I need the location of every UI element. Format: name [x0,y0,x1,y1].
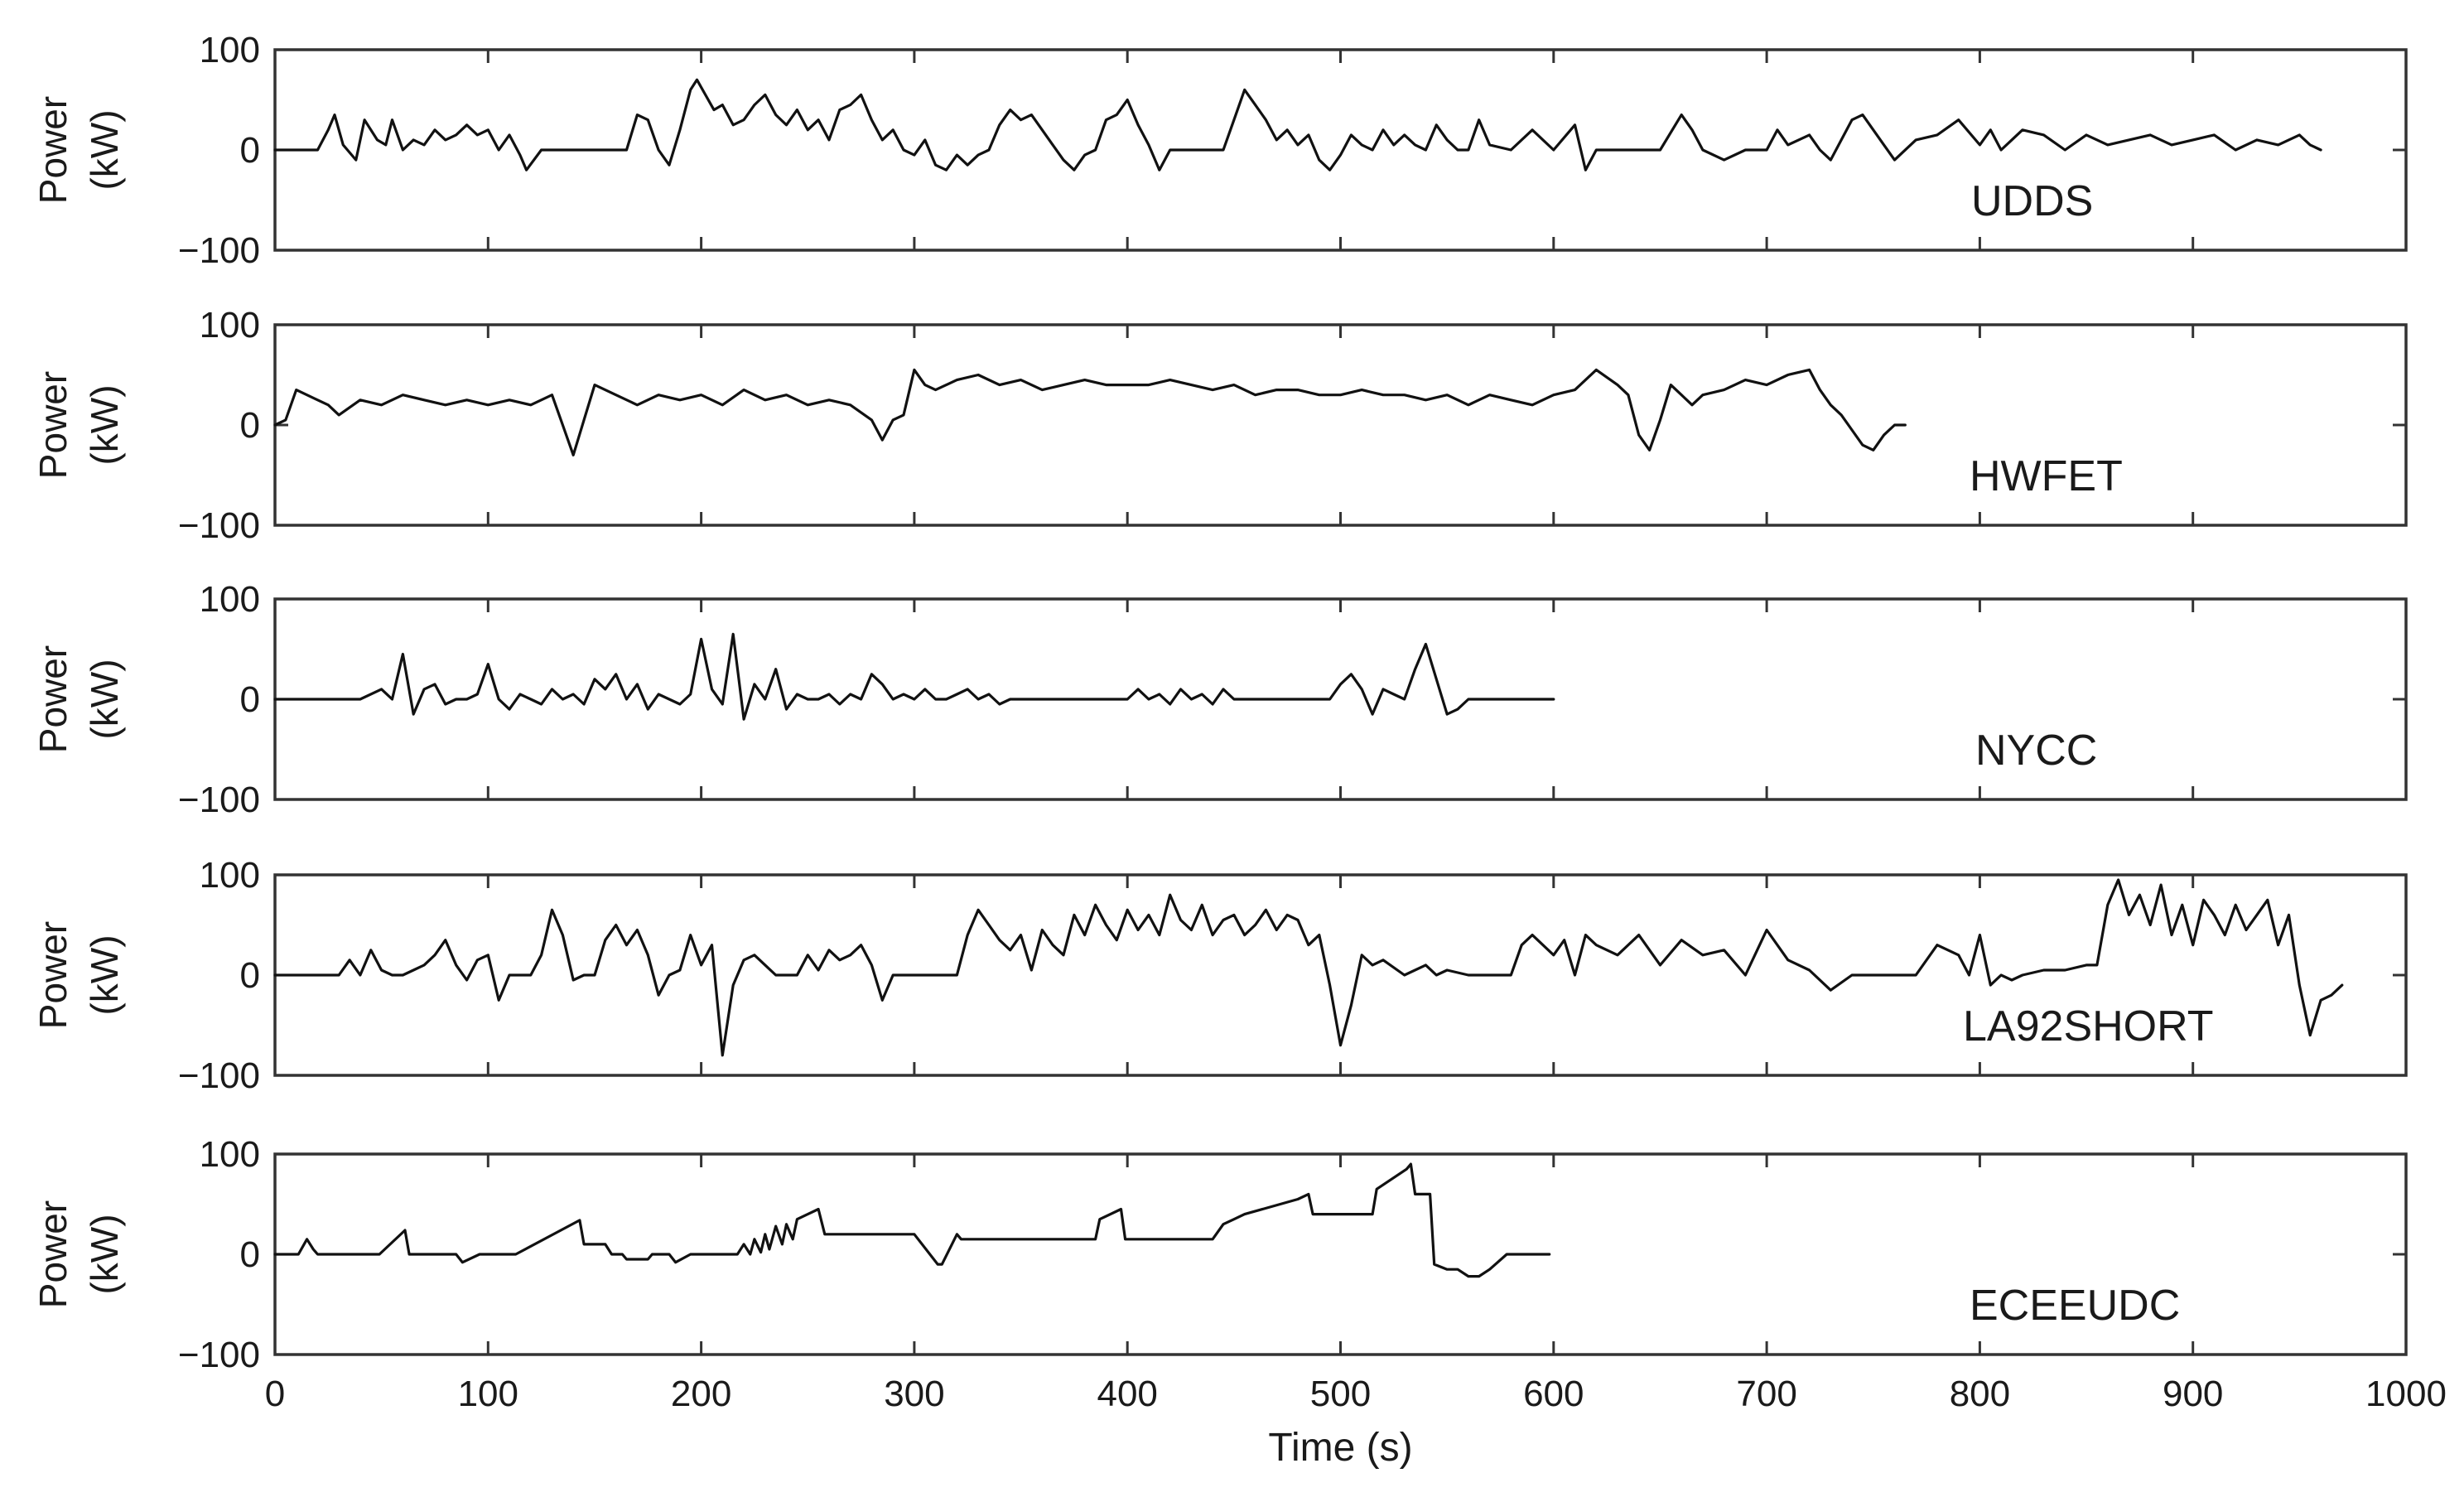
y-tick-label: 0 [240,130,260,171]
y-axis-label: Power [31,371,75,479]
x-tick-label: 900 [2163,1374,2223,1414]
series-line-eceeudc [273,1162,1551,1278]
x-tick-label: 300 [884,1374,944,1414]
panel-label: HWFET [1970,452,2123,500]
y-tick-label: 0 [240,679,260,720]
panel-label: LA92SHORT [1963,1002,2214,1050]
x-tick-label: 600 [1523,1374,1584,1414]
panel-eceeudc: −100 0 100 Power (kW) ECEEUDC [31,1134,2408,1375]
panel-la92short: −100 0 100 Power (kW) LA92SHORT [31,855,2408,1096]
y-tick-label: −100 [178,780,260,820]
x-tick-label: 400 [1097,1374,1157,1414]
panel-label: NYCC [1975,727,2097,775]
x-tick-label: 500 [1310,1374,1371,1414]
panel-nycc: −100 0 100 Power (kW) NYCC [31,579,2408,820]
x-tick-label: 1000 [2365,1374,2447,1414]
y-axis-label-unit: (kW) [83,659,126,739]
x-axis-label: Time (s) [1268,1426,1412,1470]
x-tick-label: 0 [265,1374,285,1414]
y-axis-label-unit: (kW) [83,1214,126,1294]
y-tick-label: 100 [200,579,260,620]
y-tick-label: 100 [200,855,260,896]
panel-label: ECEEUDC [1970,1282,2180,1330]
x-tick-label: 800 [1950,1374,2010,1414]
series-line-nycc [273,632,1555,721]
y-tick-label: −100 [178,1335,260,1375]
y-tick-label: −100 [178,230,260,271]
y-axis-label-unit: (kW) [83,109,126,190]
panel-label: UDDS [1971,177,2093,225]
y-tick-label: 0 [240,1234,260,1275]
y-axis-label: Power [31,921,75,1029]
y-tick-label: −100 [178,1055,260,1096]
panel-udds: −100 0 100 Power (kW) UDDS [31,30,2408,271]
y-axis-label-unit: (kW) [83,384,126,465]
y-axis-label: Power [31,1200,75,1308]
y-axis-label-unit: (kW) [83,935,126,1015]
series-line-la92short [273,878,2344,1057]
x-tick-label: 700 [1736,1374,1796,1414]
y-axis-label: Power [31,645,75,753]
y-tick-label: 0 [240,955,260,996]
series-line-hwfet [273,368,1907,456]
panel-hwfet: −100 0 100 Power (kW) HWFET [31,305,2408,546]
shared-x-axis: 0 100 200 300 400 500 600 700 800 900 1000 Time (s) [265,1374,2447,1470]
x-tick-label: 200 [671,1374,731,1414]
y-axis-label: Power [31,96,75,204]
y-tick-label: 100 [200,30,260,70]
series-line-udds [273,78,2322,171]
y-tick-label: −100 [178,505,260,546]
x-tick-label: 100 [458,1374,518,1414]
y-tick-label: 0 [240,405,260,446]
y-tick-label: 100 [200,305,260,345]
y-tick-label: 100 [200,1134,260,1175]
